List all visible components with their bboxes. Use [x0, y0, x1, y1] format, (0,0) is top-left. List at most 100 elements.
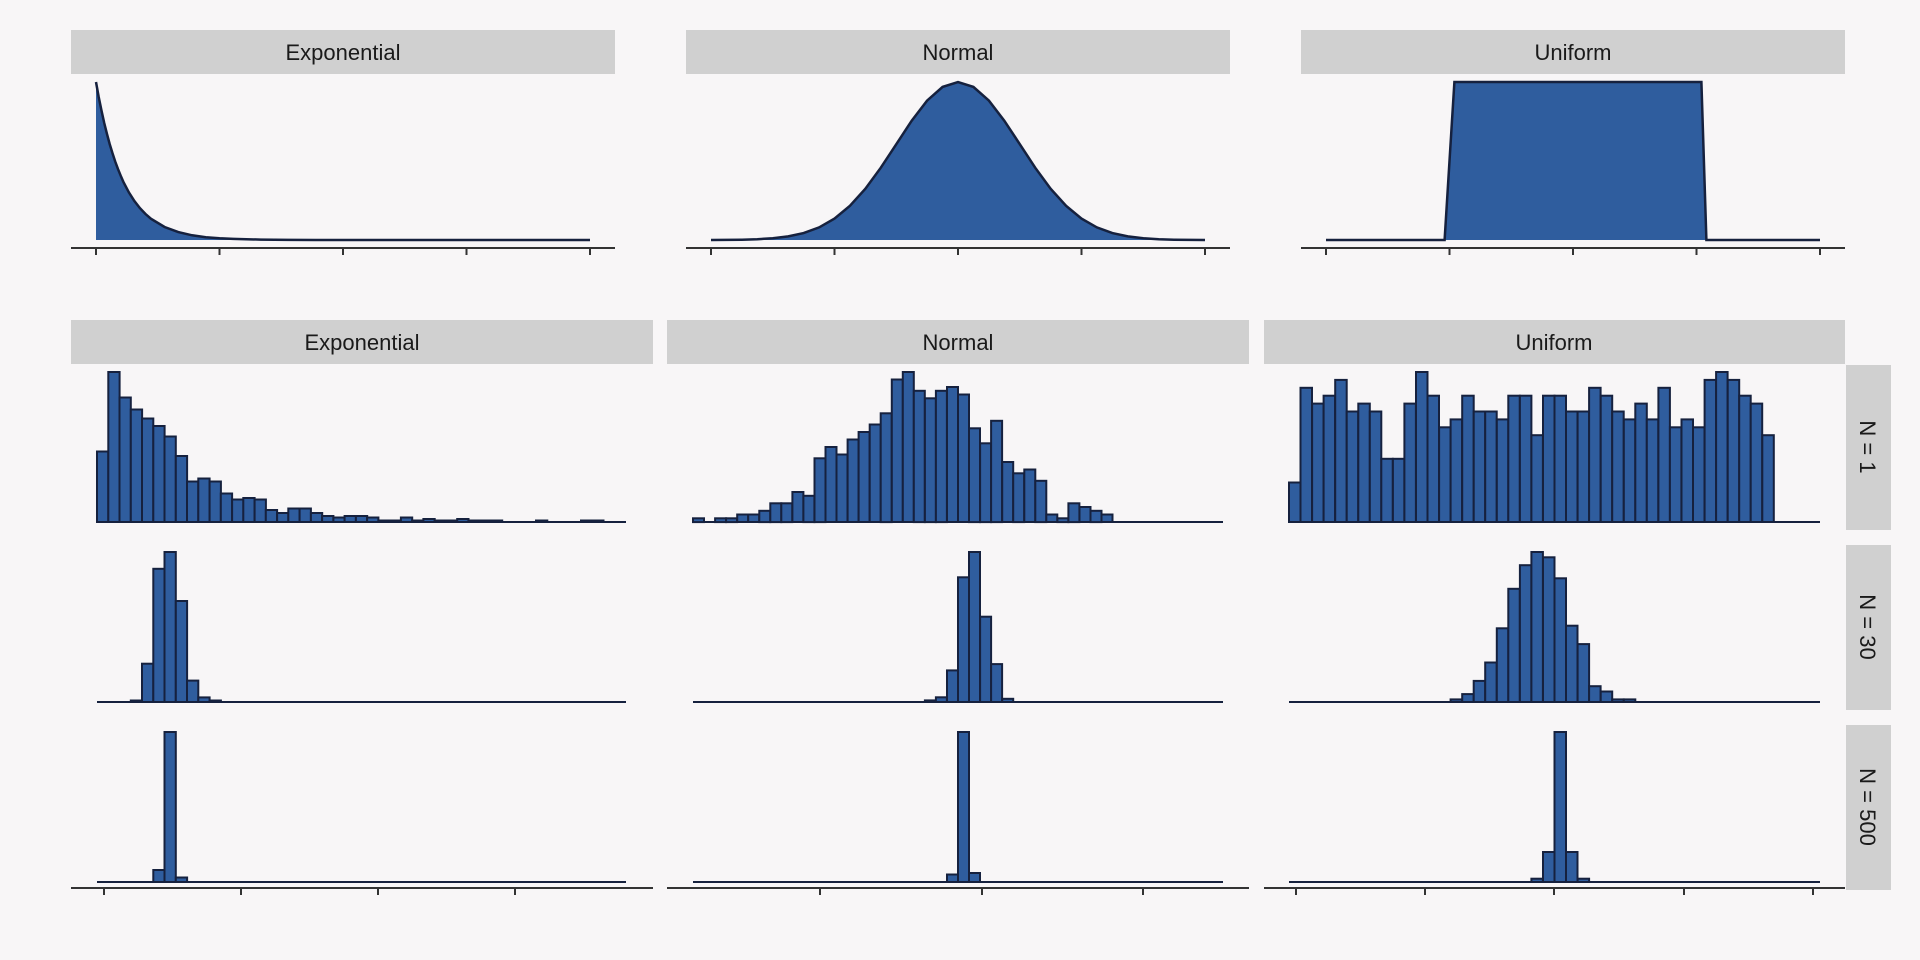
strip-label-row-n1: N = 1	[1855, 420, 1880, 473]
histogram-bar	[591, 519, 605, 523]
histogram-bar	[1391, 457, 1406, 523]
histogram-bar	[1576, 410, 1591, 523]
histogram-bar	[366, 516, 380, 523]
histogram-bar	[1334, 378, 1348, 523]
histogram-bar	[208, 480, 222, 523]
histogram-bar	[1553, 731, 1567, 883]
histogram-bar	[1495, 418, 1510, 523]
x-axis-exponential	[71, 887, 653, 895]
histogram-bar	[1100, 513, 1114, 523]
density-panel-uniform	[1301, 80, 1845, 255]
strip-row-n500	[1846, 725, 1891, 890]
histogram-bar	[1045, 513, 1059, 523]
histogram-bar	[1023, 468, 1037, 523]
histogram-bar	[1426, 394, 1440, 524]
population-distributions-plot: Exponential Normal Uniform	[71, 30, 1845, 255]
histogram-bar	[163, 435, 177, 523]
histogram-bar	[968, 427, 981, 524]
histogram-bar	[1484, 661, 1498, 703]
histogram-bar	[1542, 556, 1556, 703]
histogram-bar	[321, 515, 335, 523]
histogram-panel-uniform-n-500	[1289, 731, 1820, 884]
strip-normal-top	[686, 30, 1230, 74]
histogram-bar	[231, 498, 245, 523]
histogram-bar	[332, 516, 346, 523]
histogram-bar	[1380, 457, 1394, 523]
histogram-bar	[1530, 877, 1544, 884]
histogram-bar	[152, 567, 166, 703]
histogram-bar	[96, 450, 110, 523]
histogram-panel-normal-n-30	[693, 551, 1223, 704]
histogram-panel-uniform-n-30	[1289, 551, 1820, 704]
histogram-bar	[824, 446, 838, 523]
strip-label-row-n500: N = 500	[1855, 768, 1880, 846]
histogram-panel-normal-n-1	[692, 371, 1223, 524]
strip-uniform-col	[1264, 320, 1845, 364]
histogram-bar	[1001, 461, 1015, 523]
histogram-bar	[1576, 643, 1591, 703]
histogram-bar	[1599, 394, 1614, 524]
histogram-bar	[354, 515, 369, 523]
histogram-bar	[467, 519, 481, 523]
histogram-bar	[1611, 698, 1625, 704]
histogram-bar	[141, 662, 155, 704]
histogram-bar	[1645, 418, 1660, 523]
histogram-bar	[923, 699, 937, 704]
histogram-bar	[791, 491, 805, 523]
histogram-bar	[129, 699, 144, 703]
strip-label-exponential-top: Exponential	[286, 40, 401, 65]
histogram-bar	[276, 512, 290, 523]
histogram-bar	[1288, 481, 1302, 523]
sampling-histograms-plot: Exponential Normal Uniform N = 1 N = 30 …	[71, 320, 1891, 895]
histogram-bar	[1518, 394, 1533, 524]
histogram-bar	[298, 507, 312, 523]
histogram-bar	[1726, 378, 1741, 523]
histogram-bar	[1738, 394, 1752, 524]
strip-label-exponential-col: Exponential	[305, 330, 420, 355]
histogram-bar	[377, 519, 391, 523]
histogram-bar	[456, 518, 470, 523]
histogram-bar	[780, 502, 794, 524]
histogram-bar	[388, 519, 402, 523]
histogram-bar	[879, 412, 893, 524]
strip-exponential-top	[71, 30, 615, 74]
histogram-bar	[979, 442, 993, 524]
histogram-bar	[163, 551, 177, 703]
strip-label-normal-col: Normal	[923, 330, 994, 355]
density-panel-exponential	[71, 81, 615, 255]
histogram-bar	[1518, 564, 1533, 704]
histogram-bar	[1576, 877, 1591, 884]
density-area-normal	[711, 82, 1205, 240]
histogram-bar	[1056, 517, 1070, 524]
histogram-bar	[411, 519, 425, 523]
histogram-bar	[813, 457, 827, 524]
histogram-bar	[422, 518, 436, 523]
histogram-bar	[1357, 402, 1371, 524]
histogram-bar	[264, 509, 279, 523]
strip-label-uniform-col: Uniform	[1515, 330, 1592, 355]
histogram-bar	[979, 615, 993, 704]
histogram-bar	[197, 696, 211, 704]
histogram-bar	[1622, 418, 1637, 523]
histogram-bar	[968, 872, 981, 883]
histogram-bar	[489, 519, 504, 523]
histogram-bar	[1599, 690, 1614, 703]
histogram-bar	[890, 378, 904, 523]
strip-row-n1	[1846, 365, 1891, 530]
histogram-bar	[186, 679, 200, 703]
histogram-panel-exponential-n-500	[97, 731, 626, 883]
histogram-bar	[152, 869, 166, 883]
histogram-bar	[580, 519, 594, 523]
histogram-bar	[1311, 402, 1325, 524]
histogram-bar	[174, 600, 189, 703]
density-panel-normal	[686, 80, 1230, 255]
histogram-bar	[1067, 502, 1081, 524]
histogram-bar	[118, 396, 132, 523]
histogram-bar	[1507, 587, 1521, 703]
histogram-bar	[957, 393, 970, 523]
histogram-bar	[535, 519, 549, 523]
histogram-bar	[129, 408, 144, 523]
strip-exponential-col	[71, 320, 653, 364]
strip-normal-col	[667, 320, 1249, 364]
